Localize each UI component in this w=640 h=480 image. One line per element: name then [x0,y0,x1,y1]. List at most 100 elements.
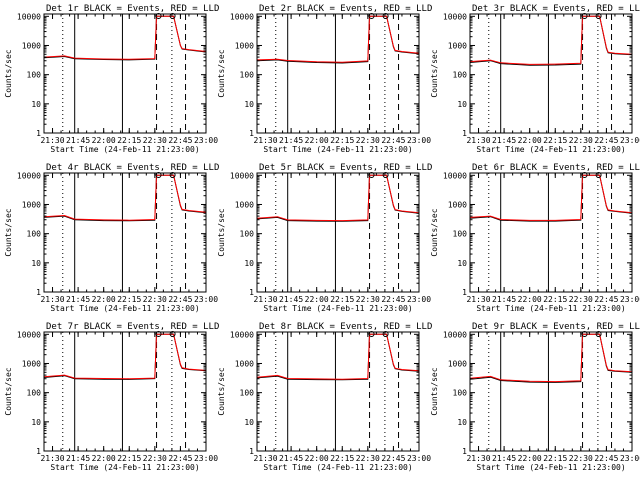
y-tick-label: 1 [462,288,467,297]
panel-frame [256,331,420,452]
panel-title: Det 5r BLACK = Events, RED = LLD [259,163,432,173]
x-axis-label: Start Time (24-Feb-11 21:23:00) [476,304,625,313]
x-tick-label: 23:00 [194,454,218,463]
panel-data [470,174,632,222]
x-tick-label: 22:15 [330,295,354,304]
y-tick-label: 1000 [22,359,41,368]
lld-series-line [470,333,632,383]
x-tick-label: 22:15 [117,136,141,145]
panel-data [44,174,206,222]
y-tick-label: 1 [462,447,467,456]
x-tick-label: 21:45 [492,454,516,463]
x-tick-label: 22:45 [381,136,405,145]
x-tick-label: 23:00 [194,136,218,145]
x-tick-label: 22:15 [543,454,567,463]
panel-5: Det 5r BLACK = Events, RED = LLD 1 10 100 10… [217,163,432,313]
y-tick-label: 1000 [235,41,254,50]
x-tick-label: 21:45 [66,454,90,463]
y-tick-label: 10 [457,259,467,268]
x-tick-label: 21:30 [466,136,490,145]
panel-2: Det 2r BLACK = Events, RED = LLD 1 10 100 10… [217,4,432,154]
panel-data [44,15,206,61]
x-tick-label: 22:00 [518,136,542,145]
x-tick-label: 22:15 [330,454,354,463]
panel-title: Det 1r BLACK = Events, RED = LLD [46,4,219,14]
y-tick-label: 1 [36,288,41,297]
x-tick-label: 22:15 [543,295,567,304]
x-axis-label: Start Time (24-Feb-11 21:23:00) [263,304,412,313]
x-tick-label: 21:30 [40,295,64,304]
x-tick-label: 23:00 [620,295,640,304]
y-tick-label: 10000 [17,171,41,180]
panel-4: Det 4r BLACK = Events, RED = LLD 1 10 100 10… [4,163,219,313]
x-tick-label: 21:45 [66,295,90,304]
y-axis-label: Counts/sec [217,49,226,97]
panel-data [44,333,206,380]
panel-title: Det 8r BLACK = Events, RED = LLD [259,322,432,332]
y-tick-label: 10000 [443,12,467,21]
y-tick-label: 10000 [17,12,41,21]
x-tick-label: 23:00 [620,136,640,145]
panel-frame [469,331,633,452]
y-tick-label: 1000 [448,359,467,368]
y-tick-label: 100 [27,230,42,239]
y-tick-label: 1 [36,447,41,456]
y-tick-label: 10 [244,100,254,109]
panel-title: Det 2r BLACK = Events, RED = LLD [259,4,432,14]
panel-7: Det 7r BLACK = Events, RED = LLD 1 10 100 10… [4,322,219,472]
panel-frame [256,13,420,134]
x-tick-label: 23:00 [194,295,218,304]
x-tick-label: 21:30 [253,454,277,463]
x-tick-label: 22:30 [143,454,167,463]
panel-title: Det 4r BLACK = Events, RED = LLD [46,163,219,173]
y-tick-label: 1 [462,129,467,138]
x-tick-label: 21:30 [466,454,490,463]
x-tick-label: 21:45 [492,136,516,145]
y-tick-label: 10000 [443,330,467,339]
x-tick-label: 22:15 [117,454,141,463]
panel-data [257,174,419,222]
x-tick-label: 23:00 [407,295,431,304]
panel-1: Det 1r BLACK = Events, RED = LLD 1 10 100 10… [4,4,219,154]
x-tick-label: 22:45 [594,136,618,145]
y-axis-label: Counts/sec [217,208,226,256]
x-tick-label: 22:30 [143,295,167,304]
y-tick-label: 10 [31,100,41,109]
y-tick-label: 100 [27,389,42,398]
y-axis-label: Counts/sec [217,367,226,415]
y-tick-label: 1000 [235,359,254,368]
x-tick-label: 22:00 [518,454,542,463]
y-axis-label: Counts/sec [430,49,439,97]
panel-data [257,333,419,381]
x-tick-label: 22:30 [143,136,167,145]
lld-series-line [257,15,419,63]
lld-series-line [44,333,206,380]
x-tick-label: 22:00 [305,454,329,463]
y-tick-label: 10 [244,418,254,427]
panel-frame [43,172,207,293]
x-axis-label: Start Time (24-Feb-11 21:23:00) [476,463,625,472]
x-tick-label: 21:30 [40,136,64,145]
y-tick-label: 100 [453,230,468,239]
y-tick-label: 10 [457,100,467,109]
panel-6: Det 6r BLACK = Events, RED = LLD 1 10 100 10… [430,163,640,313]
y-tick-label: 100 [27,71,42,80]
panel-8: Det 8r BLACK = Events, RED = LLD 1 10 100 10… [217,322,432,472]
panel-grid: Det 1r BLACK = Events, RED = LLD 1 10 100 10… [4,4,640,472]
y-tick-label: 1 [249,447,254,456]
x-axis-label: Start Time (24-Feb-11 21:23:00) [50,304,199,313]
panel-title: Det 3r BLACK = Events, RED = LLD [472,4,640,14]
panel-frame [469,172,633,293]
panel-frame [43,13,207,134]
y-tick-label: 10000 [17,330,41,339]
x-tick-label: 23:00 [620,454,640,463]
y-axis-label: Counts/sec [4,208,13,256]
y-tick-label: 1 [36,129,41,138]
y-tick-label: 1000 [448,41,467,50]
y-axis-label: Counts/sec [4,49,13,97]
x-tick-label: 22:15 [330,136,354,145]
y-tick-label: 10000 [230,12,254,21]
x-tick-label: 23:00 [407,136,431,145]
